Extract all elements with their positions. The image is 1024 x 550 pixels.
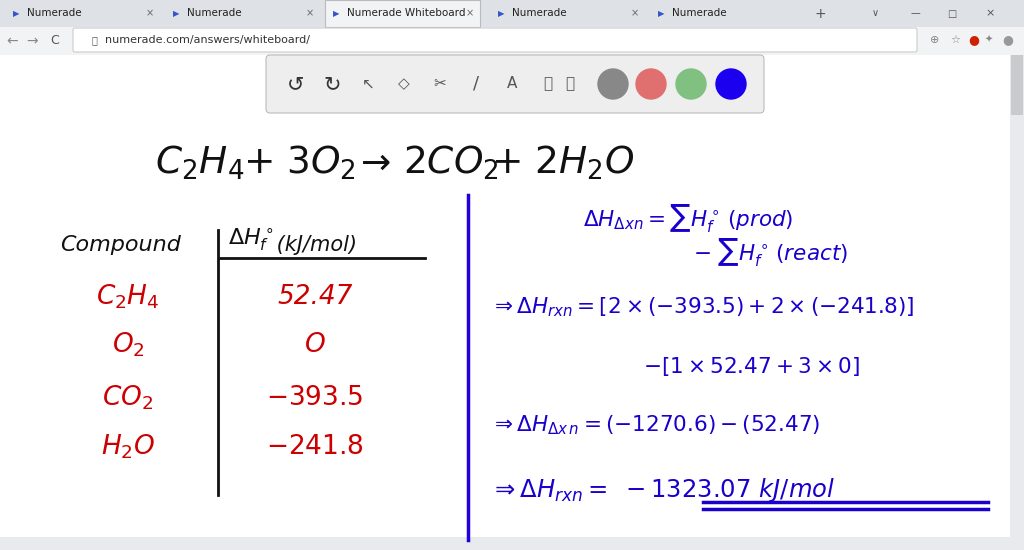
Text: A: A: [507, 76, 517, 91]
Text: Numerade: Numerade: [27, 8, 82, 19]
Text: $-\ \sum H^\circ_f\,(react)$: $-\ \sum H^\circ_f\,(react)$: [693, 236, 848, 268]
Text: —: —: [910, 8, 920, 19]
Bar: [0, 0, 1024, 27]
Text: $\Rightarrow \Delta H_{\Delta x\,n} = (-1270.6)-(52.47)$: $\Rightarrow \Delta H_{\Delta x\,n} = (-…: [490, 413, 820, 437]
Text: $2\mathit{C}\mathit{O}_2$: $2\mathit{C}\mathit{O}_2$: [403, 144, 499, 182]
Text: $+\ 3\mathit{O}_2$: $+\ 3\mathit{O}_2$: [243, 144, 356, 182]
Text: +: +: [814, 7, 825, 20]
Circle shape: [676, 69, 706, 99]
Text: ▶: ▶: [498, 9, 505, 18]
Text: Compound: Compound: [60, 235, 181, 255]
Text: $-241.8$: $-241.8$: [266, 434, 364, 460]
Text: ▶: ▶: [658, 9, 665, 18]
Circle shape: [598, 69, 628, 99]
Text: ↻: ↻: [324, 74, 341, 94]
Text: $O_2$: $O_2$: [112, 331, 144, 359]
Text: ▶: ▶: [13, 9, 19, 18]
Bar: [0, 537, 1024, 550]
Text: ●: ●: [968, 34, 979, 47]
Text: $-393.5$: $-393.5$: [266, 385, 364, 411]
Text: ↺: ↺: [288, 74, 305, 94]
FancyBboxPatch shape: [650, 0, 805, 27]
Text: 52.47: 52.47: [278, 284, 352, 310]
Text: $\mathit{C}_2\mathit{H}_4$: $\mathit{C}_2\mathit{H}_4$: [155, 144, 245, 182]
Text: ↖: ↖: [361, 76, 375, 91]
Text: Numerade Whiteboard: Numerade Whiteboard: [347, 8, 466, 19]
Text: ←: ←: [6, 34, 17, 48]
Bar: [0, 27, 1024, 55]
Text: (kJ/mol): (kJ/mol): [270, 235, 357, 255]
Bar: [0, 110, 1010, 550]
Text: $+\ 2\mathit{H}_2\mathit{O}$: $+\ 2\mathit{H}_2\mathit{O}$: [490, 144, 635, 182]
Text: ☆: ☆: [950, 35, 961, 45]
Circle shape: [636, 69, 666, 99]
Text: ▶: ▶: [333, 9, 340, 18]
Text: 🖼: 🖼: [565, 76, 574, 91]
FancyBboxPatch shape: [325, 0, 480, 27]
FancyBboxPatch shape: [5, 0, 160, 27]
Text: C: C: [50, 35, 59, 47]
FancyBboxPatch shape: [490, 0, 645, 27]
Text: ×: ×: [146, 8, 154, 19]
Circle shape: [716, 69, 746, 99]
Text: $H_2O$: $H_2O$: [101, 433, 155, 461]
Text: /: /: [473, 75, 479, 93]
Text: $\Delta H^\circ_f$: $\Delta H^\circ_f$: [228, 227, 273, 254]
Text: $CO_2$: $CO_2$: [102, 384, 154, 412]
Text: ∨: ∨: [871, 8, 879, 19]
Text: $\Rightarrow \Delta H_{rxn} = \left[2\times(-393.5)+2\times(-241.8)\right]$: $\Rightarrow \Delta H_{rxn} = \left[2\ti…: [490, 295, 914, 319]
Text: ×: ×: [306, 8, 314, 19]
Text: ×: ×: [985, 8, 994, 19]
Bar: [1010, 55, 1024, 550]
FancyBboxPatch shape: [165, 0, 319, 27]
Text: □: □: [947, 8, 956, 19]
Text: $-\left[1\times52.47+3\times0\right]$: $-\left[1\times52.47+3\times0\right]$: [643, 355, 860, 378]
Text: →: →: [27, 34, 38, 48]
Text: ×: ×: [466, 8, 474, 19]
Text: O: O: [304, 332, 326, 358]
FancyBboxPatch shape: [266, 55, 764, 113]
Text: ◇: ◇: [398, 76, 410, 91]
Text: $\Delta H_{\Delta xn} = \sum H^\circ_f\,(prod)$: $\Delta H_{\Delta xn} = \sum H^\circ_f\,…: [583, 202, 794, 234]
Text: Numerade: Numerade: [187, 8, 242, 19]
Text: $\Rightarrow \Delta H_{rxn} =\ -1323.07\ kJ/mol$: $\Rightarrow \Delta H_{rxn} =\ -1323.07\…: [490, 476, 836, 504]
Text: numerade.com/answers/whiteboard/: numerade.com/answers/whiteboard/: [105, 35, 310, 45]
Bar: [1011, 55, 1023, 115]
Text: ●: ●: [1002, 34, 1013, 47]
Text: Numerade: Numerade: [672, 8, 727, 19]
Text: ⊕: ⊕: [930, 35, 939, 45]
Text: ✂: ✂: [433, 76, 446, 91]
Text: $C_2H_4$: $C_2H_4$: [96, 283, 160, 311]
Text: $\rightarrow$: $\rightarrow$: [353, 146, 390, 180]
FancyBboxPatch shape: [73, 28, 918, 52]
Text: 🔒: 🔒: [92, 35, 98, 45]
Text: ✦: ✦: [985, 35, 993, 45]
Text: Numerade: Numerade: [512, 8, 566, 19]
Text: ⬛: ⬛: [544, 76, 553, 91]
Text: ▶: ▶: [173, 9, 179, 18]
Text: ×: ×: [631, 8, 639, 19]
